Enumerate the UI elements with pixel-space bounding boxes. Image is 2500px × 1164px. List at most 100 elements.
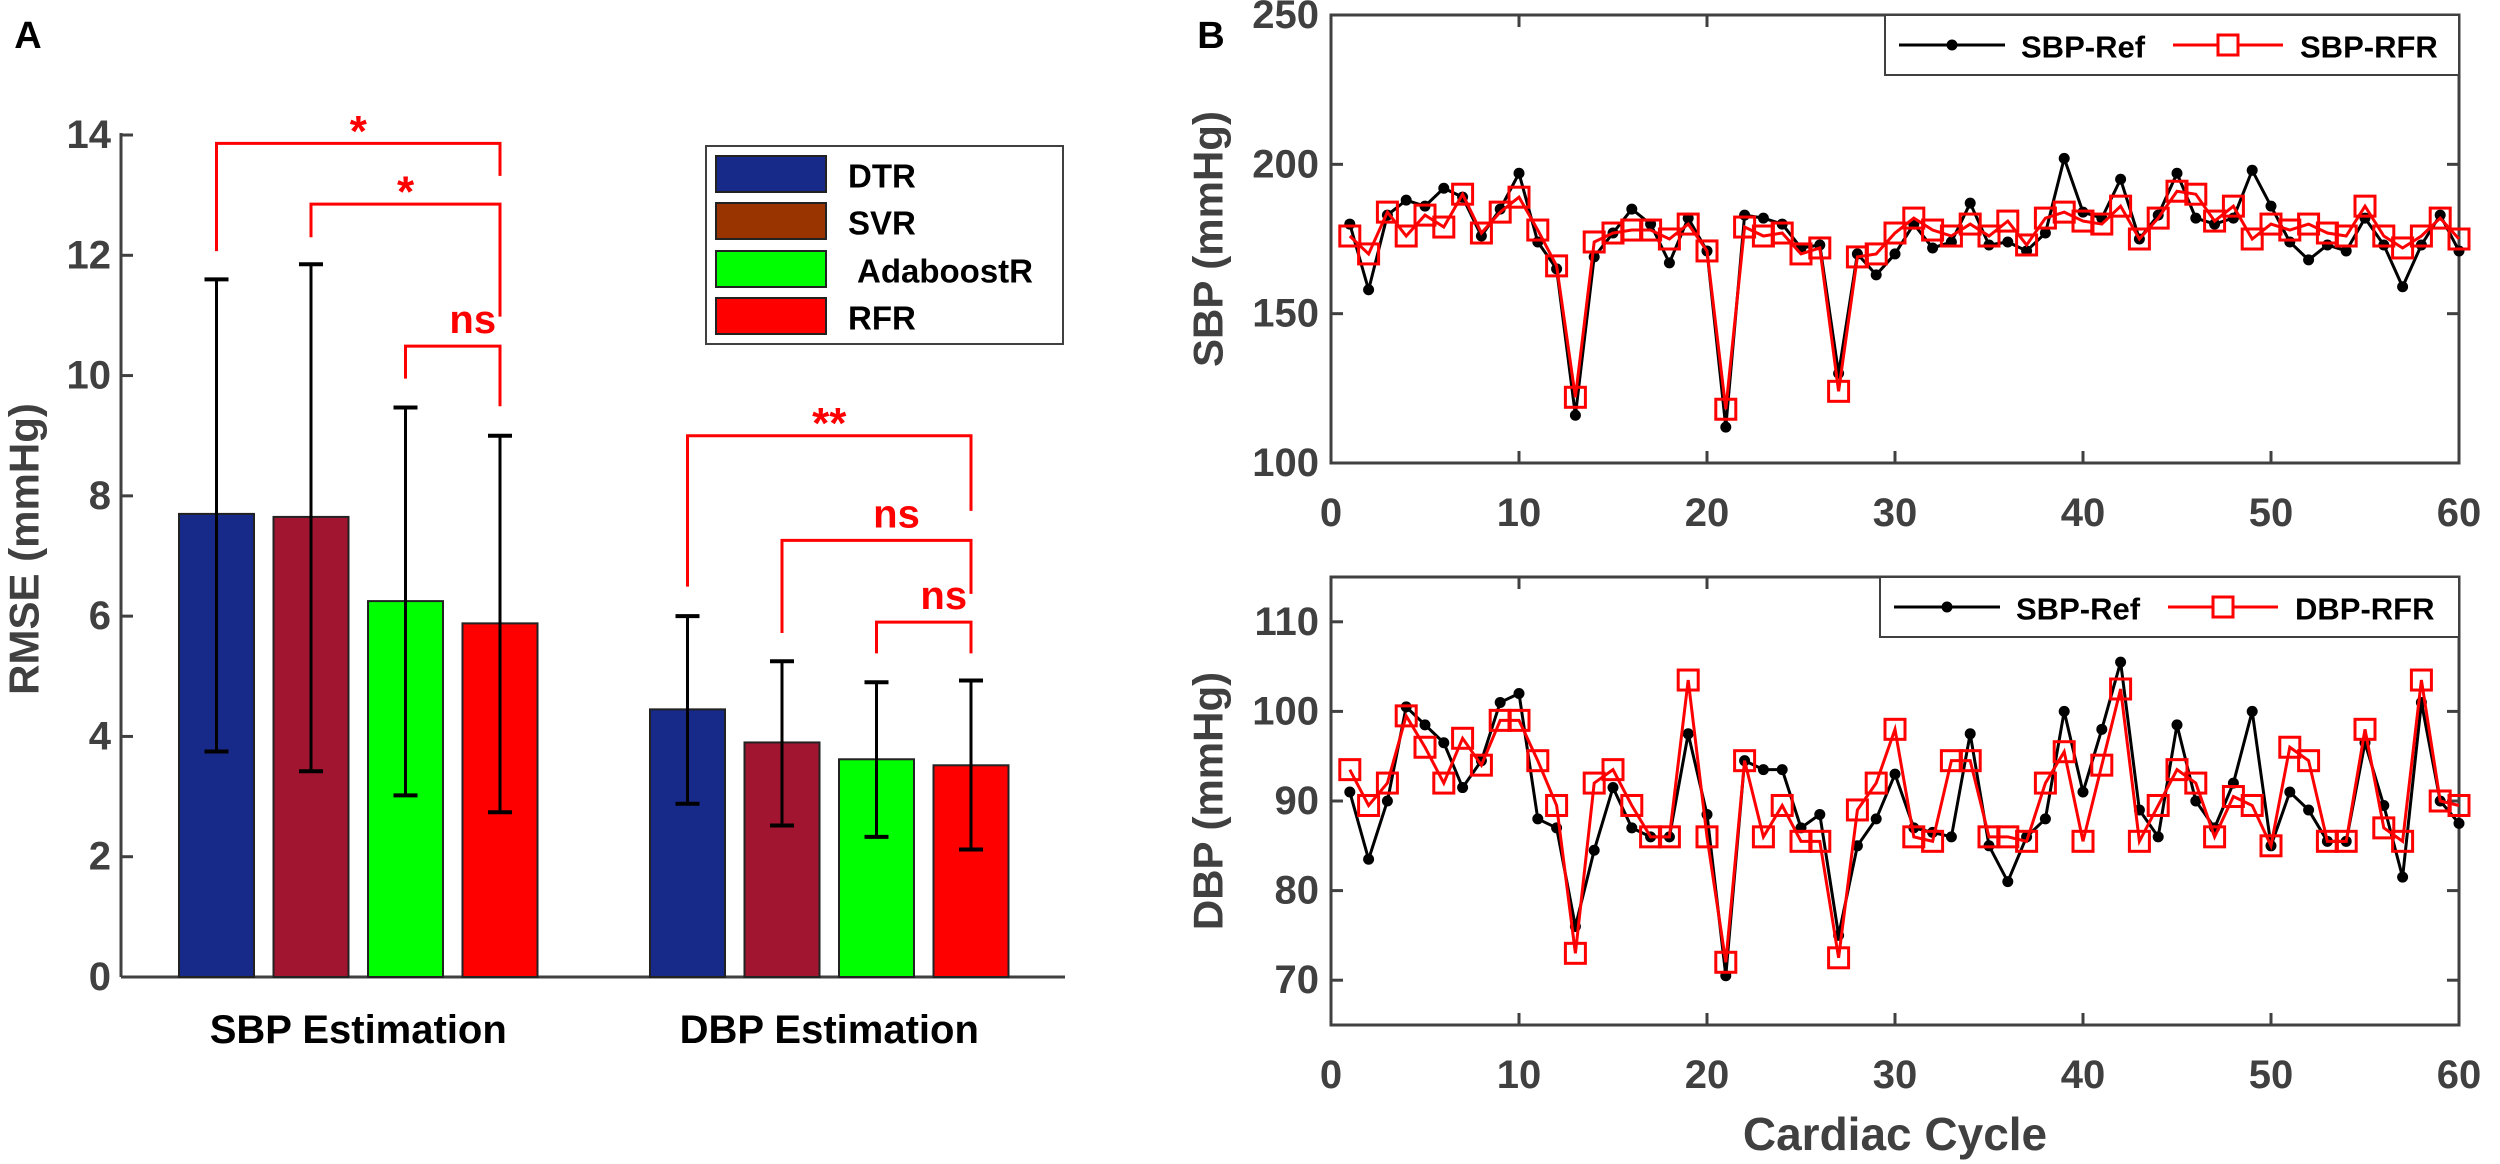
significance-bracket bbox=[875, 620, 973, 654]
data-point-dbp-rfr bbox=[1733, 749, 1757, 773]
data-point-dbp-rfr bbox=[2334, 829, 2358, 853]
data-point-sbp-ref bbox=[1400, 194, 1412, 206]
y-tick-label-dbp: 110 bbox=[1254, 600, 1319, 644]
data-point-sbp-ref bbox=[2002, 236, 2014, 248]
data-point-dbp-rfr bbox=[1375, 771, 1399, 795]
data-point-sbp-rfr bbox=[2146, 206, 2170, 230]
data-point-dbp-rfr bbox=[2447, 793, 2471, 817]
x-tick-label-sbp: 60 bbox=[2437, 491, 2482, 535]
plot-area-dbp bbox=[1329, 575, 2461, 1027]
data-point-sbp-rfr bbox=[1958, 212, 1982, 236]
data-point-sbp-ref bbox=[2096, 723, 2108, 735]
data-point-sbp-ref bbox=[2303, 254, 2315, 266]
y-tick-label-a: 12 bbox=[67, 233, 112, 277]
data-point-sbp-ref bbox=[1814, 808, 1826, 820]
data-point-dbp-rfr bbox=[2372, 816, 2396, 840]
data-point-sbp-ref bbox=[2209, 218, 2221, 230]
significance-bracket bbox=[215, 141, 502, 252]
data-point-sbp-ref bbox=[1739, 209, 1751, 221]
y-tick-label-a: 10 bbox=[67, 354, 112, 398]
data-point-sbp-ref bbox=[1569, 409, 1581, 421]
data-point-dbp-rfr bbox=[1845, 798, 1869, 822]
x-tick-label-sbp: 20 bbox=[1685, 491, 1730, 535]
y-tick-label-a: 4 bbox=[89, 714, 112, 758]
data-point-dbp-rfr bbox=[2127, 829, 2151, 853]
data-point-sbp-ref bbox=[1438, 737, 1450, 749]
x-axis-label: Cardiac Cycle bbox=[1743, 1108, 2047, 1160]
data-point-sbp-rfr bbox=[2240, 227, 2264, 251]
data-point-dbp-rfr bbox=[1921, 829, 1945, 853]
x-tick-label-dbp: 60 bbox=[2437, 1053, 2482, 1097]
data-point-dbp-rfr bbox=[2052, 740, 2076, 764]
data-point-dbp-rfr bbox=[1958, 749, 1982, 773]
data-point-sbp-ref bbox=[2058, 705, 2070, 717]
data-point-sbp-ref bbox=[2190, 795, 2202, 807]
data-point-sbp-rfr bbox=[1413, 203, 1437, 227]
y-tick-label-sbp: 100 bbox=[1252, 441, 1319, 485]
data-point-dbp-rfr bbox=[1601, 758, 1625, 782]
data-point-sbp-ref bbox=[2058, 152, 2070, 164]
data-point-dbp-rfr bbox=[2240, 793, 2264, 817]
data-point-dbp-rfr bbox=[1714, 950, 1738, 974]
data-point-sbp-rfr bbox=[1883, 221, 1907, 245]
significance-bracket bbox=[686, 434, 973, 587]
data-point-dbp-rfr bbox=[2278, 735, 2302, 759]
data-point-sbp-ref bbox=[1513, 687, 1525, 699]
data-point-sbp-ref bbox=[2171, 167, 2183, 179]
data-point-dbp-rfr bbox=[2184, 771, 2208, 795]
data-point-dbp-rfr bbox=[1469, 753, 1493, 777]
data-point-sbp-ref bbox=[2039, 227, 2051, 239]
data-point-sbp-ref bbox=[1438, 182, 1450, 194]
data-point-dbp-rfr bbox=[1451, 726, 1475, 750]
data-point-sbp-ref bbox=[2453, 245, 2465, 257]
data-point-dbp-rfr bbox=[2391, 829, 2415, 853]
data-point-sbp-rfr bbox=[1695, 239, 1719, 263]
data-point-sbp-ref bbox=[2321, 239, 2333, 251]
data-point-sbp-rfr bbox=[2353, 194, 2377, 218]
data-point-sbp-rfr bbox=[2372, 224, 2396, 248]
y-tick-label-dbp: 90 bbox=[1275, 779, 1320, 823]
data-point-dbp-rfr bbox=[1751, 825, 1775, 849]
data-point-sbp-rfr bbox=[2391, 236, 2415, 260]
data-point-dbp-rfr bbox=[1770, 793, 1794, 817]
x-tick-label-sbp: 50 bbox=[2249, 491, 2294, 535]
legend-label: SBP-Ref bbox=[2016, 592, 2141, 627]
data-point-dbp-rfr bbox=[2353, 717, 2377, 741]
x-tick-label-sbp: 10 bbox=[1497, 491, 1542, 535]
data-point-sbp-rfr bbox=[1451, 182, 1475, 206]
data-point-sbp-ref bbox=[1607, 782, 1619, 794]
y-tick-label-sbp: 250 bbox=[1252, 0, 1319, 37]
data-point-sbp-ref bbox=[2077, 786, 2089, 798]
data-point-sbp-rfr bbox=[2447, 227, 2471, 251]
data-point-sbp-ref bbox=[2265, 200, 2277, 212]
data-point-dbp-rfr bbox=[2297, 749, 2321, 773]
data-point-sbp-rfr bbox=[1996, 209, 2020, 233]
legend-label: DBP-RFR bbox=[2295, 592, 2435, 627]
data-point-sbp-rfr bbox=[2090, 212, 2114, 236]
x-tick-label-dbp: 10 bbox=[1497, 1053, 1542, 1097]
data-point-sbp-rfr bbox=[2127, 227, 2151, 251]
data-point-sbp-ref bbox=[1532, 813, 1544, 825]
data-point-sbp-ref bbox=[1588, 844, 1600, 856]
data-point-sbp-ref bbox=[1344, 786, 1356, 798]
significance-label: ** bbox=[812, 399, 847, 448]
data-point-dbp-rfr bbox=[1413, 735, 1437, 759]
data-point-sbp-rfr bbox=[2409, 224, 2433, 248]
data-point-sbp-rfr bbox=[1827, 379, 1851, 403]
legend-marker-square bbox=[2211, 595, 2235, 619]
y-tick-label-dbp: 70 bbox=[1275, 958, 1320, 1002]
data-point-sbp-ref bbox=[2284, 786, 2296, 798]
data-point-sbp-ref bbox=[2303, 804, 2315, 816]
data-point-dbp-rfr bbox=[1620, 793, 1644, 817]
data-point-sbp-ref bbox=[2002, 876, 2014, 888]
y-axis-label-a: RMSE (mmHg) bbox=[1, 403, 48, 695]
significance-label: ns bbox=[920, 574, 967, 618]
y-tick-label-a: 8 bbox=[89, 474, 111, 518]
data-point-sbp-ref bbox=[1927, 242, 1939, 254]
data-point-sbp-ref bbox=[1626, 203, 1638, 215]
data-point-dbp-rfr bbox=[2071, 829, 2095, 853]
data-point-sbp-rfr bbox=[2184, 182, 2208, 206]
category-label: SBP Estimation bbox=[210, 1008, 507, 1052]
legend-swatch-svr bbox=[715, 202, 827, 240]
data-point-dbp-rfr bbox=[2033, 771, 2057, 795]
